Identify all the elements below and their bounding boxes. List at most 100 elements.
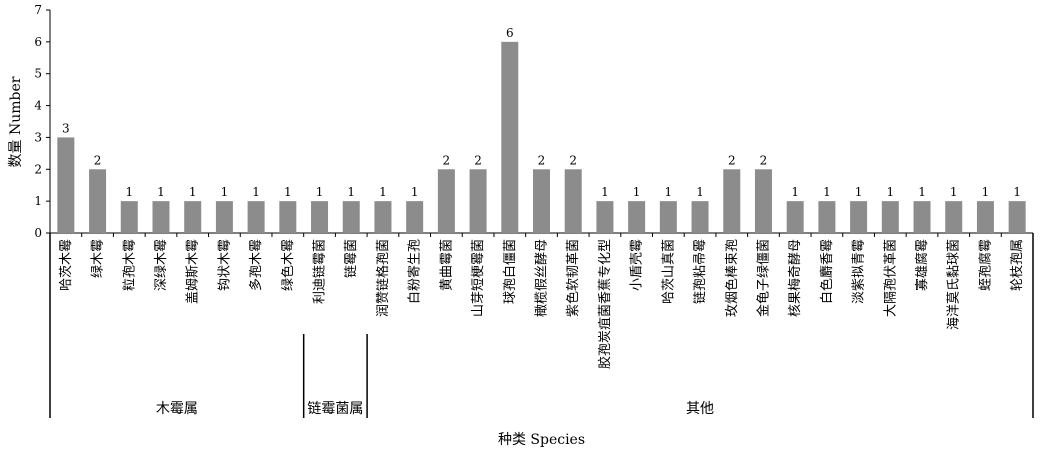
data-label: 1 [918,185,926,199]
bar [374,201,392,233]
category-label: 轮枝孢属 [1010,239,1025,291]
data-label: 1 [950,185,958,199]
y-tick-label: 2 [34,162,42,176]
category-label: 哈茨木霉 [59,239,74,291]
bar [89,169,107,233]
data-label: 1 [886,185,894,199]
data-label: 1 [982,185,990,199]
bar [818,201,836,233]
group-brackets: 木霉属 链霉菌属 其他 [49,233,1034,418]
bar [120,201,138,233]
category-label: 大隔孢伏革菌 [883,239,898,317]
bar [850,201,868,233]
data-label: 6 [506,26,514,40]
data-label: 2 [538,153,546,167]
category-label: 绿木霉 [91,239,106,278]
y-tick-label: 1 [34,194,42,208]
category-label: 蛭孢腐霉 [978,239,993,291]
category-label: 哈茨山真菌 [661,239,676,304]
bar [913,201,931,233]
category-label: 绿色木霉 [280,239,296,291]
data-label: 1 [601,185,609,199]
category-label: 白粉寄生孢 [407,239,423,304]
data-label: 1 [1013,185,1021,199]
data-label: 2 [474,153,482,167]
category-label: 粒孢木霉 [122,239,137,291]
category-label: 海洋莫氏黏球菌 [946,239,962,330]
bar [311,201,329,233]
data-label: 1 [379,185,387,199]
data-label: 1 [791,185,799,199]
data-label: 1 [221,185,229,199]
data-label: 2 [760,153,768,167]
data-label: 1 [189,185,197,199]
data-label: 1 [252,185,260,199]
x-axis-title: 种类 Species [498,432,585,448]
y-tick-label: 7 [34,3,42,17]
group-label: 木霉属 [156,401,198,417]
bar [945,201,963,233]
bar [533,169,550,233]
y-tick-label: 3 [34,130,42,144]
category-label: 寡雄腐霉 [914,239,930,291]
bar [976,201,994,233]
category-label: 球孢白僵菌 [502,239,518,304]
category-labels: 哈茨木霉 绿木霉 粒孢木霉 深绿木霉 盖姆斯木霉 钩状木霉 多孢木霉 绿色木霉 利迪链霉菌 链霉菌… [59,239,1025,369]
data-label: 2 [728,153,736,167]
bar [184,201,202,233]
category-label: 金龟子绿僵菌 [755,239,771,317]
category-label: 白色麝香霉 [819,239,835,304]
category-label: 盖姆斯木霉 [186,239,201,304]
data-label: 2 [94,153,102,167]
bar [786,201,804,233]
category-label: 链孢粘帚霉 [693,239,708,304]
bar [501,41,519,233]
data-label: 1 [125,185,133,199]
category-label: 橄榄假丝酵母 [534,239,550,317]
data-label: 3 [62,121,70,135]
y-tick-label: 0 [34,226,42,240]
data-label: 1 [284,185,292,199]
bar [57,137,75,233]
bar [1008,201,1026,233]
bar [215,201,233,233]
group-label: 其他 [686,401,714,417]
category-label: 紫色软韧革菌 [565,239,581,317]
bar [247,201,265,233]
bar [881,201,899,233]
data-label: 1 [633,185,641,199]
category-label: 核果梅奇酵母 [787,239,803,317]
data-label: 1 [855,185,863,199]
bar [691,201,709,233]
data-label: 1 [823,185,831,199]
bar [437,169,455,233]
category-label: 小盾壳霉 [630,239,645,291]
group-label: 链霉菌属 [307,401,363,417]
category-label: 淡紫拟青霉 [852,239,867,304]
data-label: 1 [696,185,704,199]
bars [57,41,1034,237]
y-axis-title: 数量 Number [8,76,24,167]
category-label: 链霉菌 [344,239,359,278]
category-label: 利迪链霉菌 [313,239,328,304]
bar [152,201,170,233]
y-tick-label: 6 [34,35,42,49]
bar [406,201,424,233]
bar [596,201,614,233]
data-label: 2 [569,153,577,167]
data-label: 2 [443,153,451,167]
category-label: 钩状木霉 [217,239,232,291]
category-label: 深绿木霉 [154,239,169,291]
data-label: 1 [411,185,419,199]
y-tick-label: 5 [34,67,42,81]
data-label: 1 [157,185,165,199]
category-label: 黄曲霉菌 [439,239,454,291]
category-label: 润赞链格孢菌 [375,239,391,317]
category-label: 玫烟色棒束孢 [724,239,740,317]
data-label: 1 [665,185,673,199]
bar [279,201,297,233]
bar [754,169,772,233]
bar [469,169,487,233]
bar [342,201,360,233]
